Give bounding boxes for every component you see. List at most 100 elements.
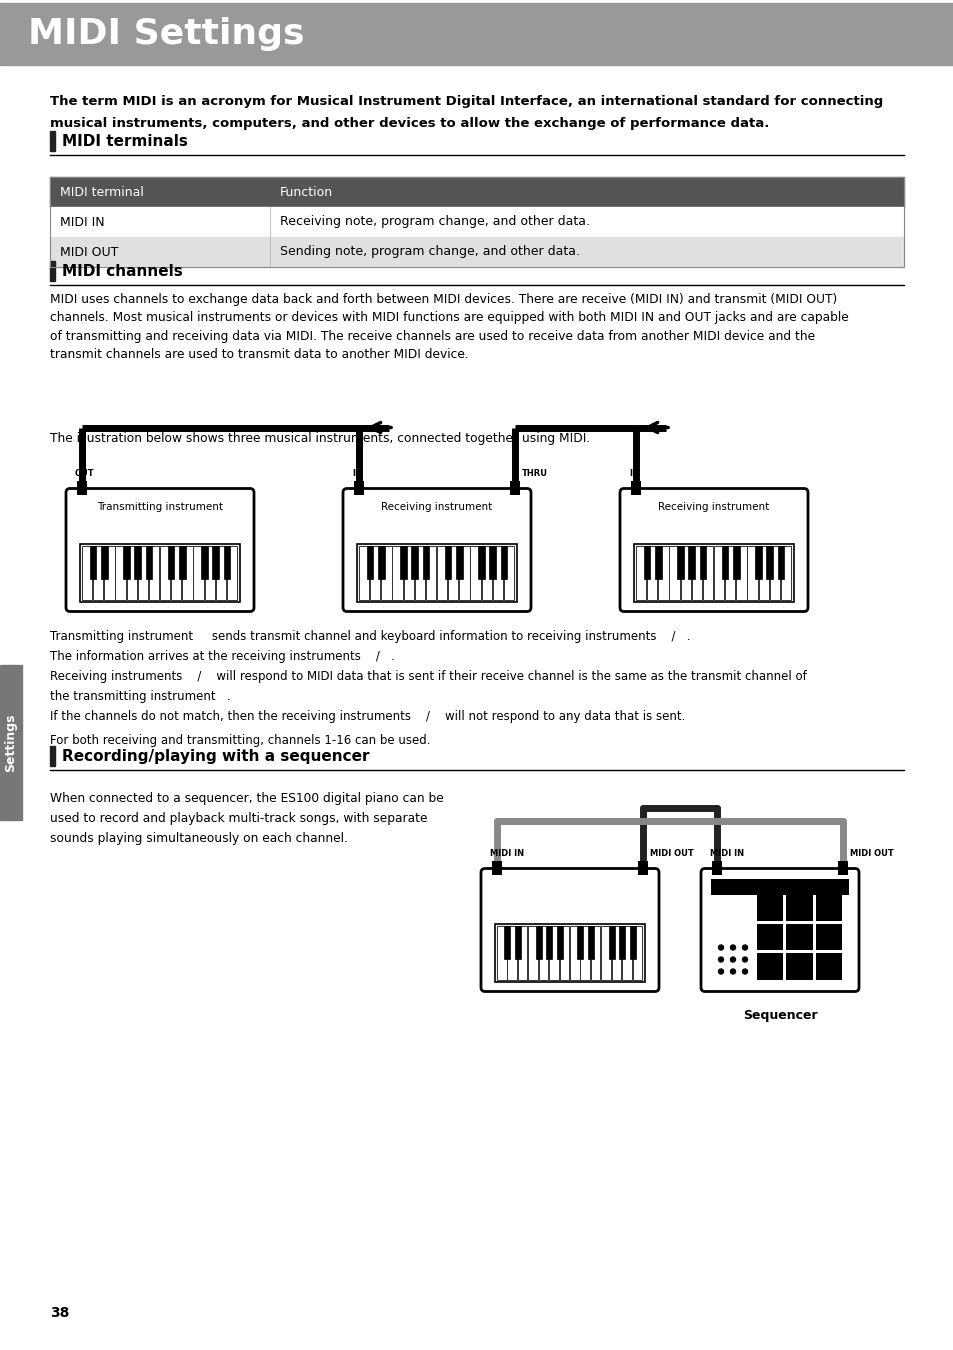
Bar — [104, 545, 114, 599]
Bar — [80, 544, 240, 602]
Bar — [160, 545, 171, 599]
Bar — [77, 481, 87, 494]
Text: If the channels do not match, then the receiving instruments    /    will not re: If the channels do not match, then the r… — [50, 710, 684, 724]
Bar — [837, 860, 847, 875]
Text: MIDI Settings: MIDI Settings — [28, 18, 304, 51]
Bar — [403, 545, 414, 599]
FancyBboxPatch shape — [700, 868, 858, 991]
Bar — [510, 481, 519, 494]
Text: THRU: THRU — [521, 468, 547, 478]
Bar — [777, 545, 783, 579]
Bar — [179, 545, 185, 579]
Bar — [400, 545, 406, 579]
Bar — [193, 545, 204, 599]
Bar — [679, 545, 690, 599]
Bar — [757, 953, 782, 980]
Bar — [815, 895, 841, 921]
Bar — [608, 926, 614, 958]
Text: The term MIDI is an acronym for Musical Instrument Digital Interface, an interna: The term MIDI is an acronym for Musical … — [50, 95, 882, 108]
Text: MIDI IN: MIDI IN — [490, 849, 523, 857]
Circle shape — [718, 969, 722, 973]
Bar — [227, 545, 237, 599]
Bar — [0, 3, 953, 65]
Bar — [711, 860, 721, 875]
Text: When connected to a sequencer, the ES100 digital piano can be: When connected to a sequencer, the ES100… — [50, 792, 443, 805]
Bar — [201, 545, 208, 579]
Bar — [489, 545, 496, 579]
Bar — [171, 545, 181, 599]
Text: used to record and playback multi-track songs, with separate: used to record and playback multi-track … — [50, 811, 427, 825]
Bar — [699, 545, 705, 579]
Bar — [415, 545, 425, 599]
Text: Sequencer: Sequencer — [741, 1010, 817, 1022]
Bar — [381, 545, 392, 599]
Bar — [590, 926, 599, 980]
Bar — [137, 545, 148, 599]
Bar — [629, 926, 635, 958]
Text: The information arrives at the receiving instruments    /   .: The information arrives at the receiving… — [50, 649, 395, 663]
Circle shape — [730, 969, 735, 973]
Bar — [411, 545, 417, 579]
Bar — [781, 545, 790, 599]
Bar — [517, 926, 527, 980]
Circle shape — [741, 945, 747, 950]
Bar — [785, 895, 812, 921]
Bar — [757, 923, 782, 950]
Bar — [497, 926, 506, 980]
Text: MIDI OUT: MIDI OUT — [60, 246, 118, 258]
Bar — [765, 545, 772, 579]
Bar — [50, 261, 55, 281]
Bar — [757, 895, 782, 921]
Bar — [50, 207, 903, 238]
FancyBboxPatch shape — [343, 489, 531, 612]
Bar — [448, 545, 458, 599]
Bar — [721, 545, 727, 579]
Bar — [618, 926, 624, 958]
Text: Receiving instrument: Receiving instrument — [658, 502, 769, 513]
Bar — [146, 545, 152, 579]
Bar — [815, 923, 841, 950]
Bar — [213, 545, 219, 579]
Text: MIDI uses channels to exchange data back and forth between MIDI devices. There a: MIDI uses channels to exchange data back… — [50, 293, 848, 362]
FancyBboxPatch shape — [619, 489, 807, 612]
Bar — [655, 545, 660, 579]
Text: MIDI terminals: MIDI terminals — [62, 134, 188, 148]
Text: Sending note, program change, and other data.: Sending note, program change, and other … — [280, 246, 579, 258]
Bar — [495, 923, 644, 981]
Bar — [587, 926, 594, 958]
Text: Transmitting instrument     sends transmit channel and keyboard information to r: Transmitting instrument sends transmit c… — [50, 630, 690, 643]
Bar — [356, 544, 517, 602]
Circle shape — [718, 957, 722, 963]
Bar — [134, 545, 141, 579]
Bar — [549, 926, 558, 980]
Bar — [436, 545, 447, 599]
Text: MIDI terminal: MIDI terminal — [60, 185, 144, 198]
Bar — [458, 545, 469, 599]
Bar — [691, 545, 701, 599]
Text: MIDI OUT: MIDI OUT — [649, 849, 693, 857]
Bar — [559, 926, 569, 980]
Bar — [785, 953, 812, 980]
Bar — [503, 545, 514, 599]
Bar — [425, 545, 436, 599]
Bar — [422, 545, 429, 579]
Bar — [630, 481, 640, 494]
Bar — [127, 545, 137, 599]
Bar — [579, 926, 590, 980]
Bar — [528, 926, 537, 980]
Bar — [500, 545, 507, 579]
Bar — [123, 545, 130, 579]
Bar — [646, 545, 657, 599]
Text: MIDI IN: MIDI IN — [709, 849, 743, 857]
Circle shape — [730, 945, 735, 950]
Text: OUT: OUT — [75, 468, 94, 478]
Bar — [638, 860, 647, 875]
Bar — [115, 545, 126, 599]
Text: musical instruments, computers, and other devices to allow the exchange of perfo: musical instruments, computers, and othe… — [50, 117, 768, 130]
Bar — [611, 926, 620, 980]
Bar — [577, 926, 583, 958]
Bar — [392, 545, 402, 599]
Circle shape — [741, 969, 747, 973]
Bar — [632, 926, 641, 980]
Bar — [569, 926, 579, 980]
